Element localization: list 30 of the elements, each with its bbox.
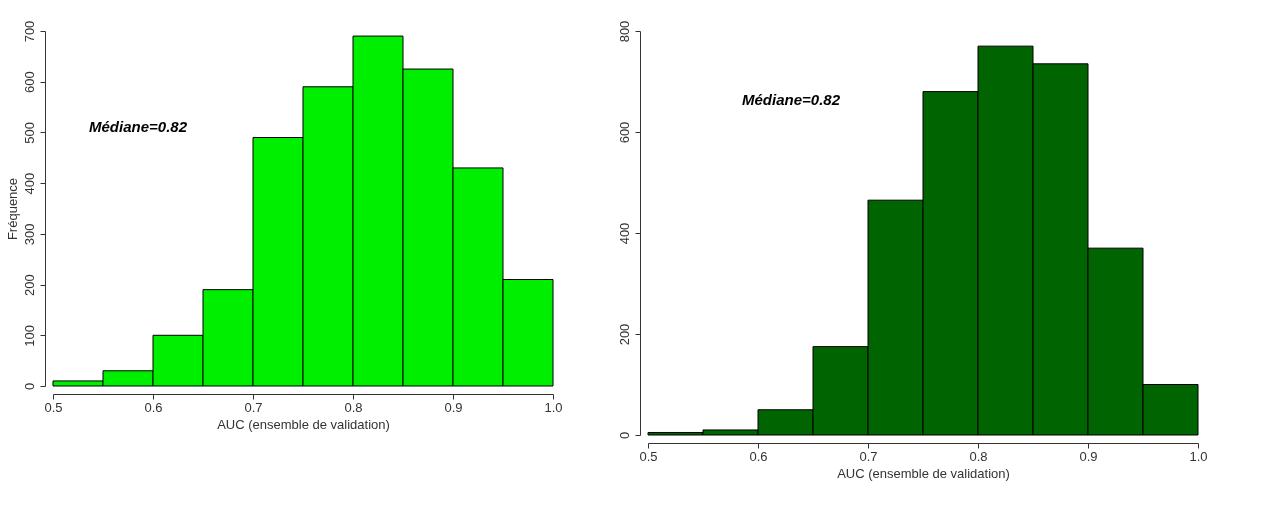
x-tick-label: 0.8: [969, 448, 988, 464]
y-tick-label: 700: [21, 20, 37, 43]
y-tick-label: 0: [21, 382, 37, 391]
x-tick-label: 0.7: [859, 448, 878, 464]
y-axis-title: Fréquence: [4, 177, 20, 241]
x-tick-label: 1.0: [544, 399, 563, 415]
x-tick-label: 1.0: [1189, 448, 1208, 464]
x-tick-label: 0.8: [344, 399, 363, 415]
x-tick-label: 0.9: [444, 399, 463, 415]
x-tick-label: 0.6: [144, 399, 163, 415]
annotation: Médiane=0.82: [89, 117, 188, 135]
y-tick-label: 600: [616, 121, 632, 144]
y-tick-label: 400: [616, 222, 632, 245]
x-tick-label: 0.5: [639, 448, 658, 464]
y-tick-label: 400: [21, 172, 37, 195]
x-tick-label: 0.5: [44, 399, 63, 415]
x-axis-title: AUC (ensemble de validation): [217, 416, 390, 432]
x-tick-label: 0.6: [749, 448, 768, 464]
annotation: Médiane=0.82: [742, 90, 841, 108]
y-tick-label: 600: [21, 71, 37, 94]
y-tick-label: 800: [616, 20, 632, 43]
x-axis-title: AUC (ensemble de validation): [837, 465, 1010, 481]
x-tick-label: 0.9: [1079, 448, 1098, 464]
x-tick-label: 0.7: [244, 399, 263, 415]
y-tick-label: 100: [21, 324, 37, 347]
y-tick-label: 300: [21, 223, 37, 246]
y-tick-label: 500: [21, 122, 37, 144]
y-tick-label: 200: [21, 274, 37, 296]
y-tick-label: 200: [616, 323, 632, 346]
y-tick-label: 0: [616, 431, 632, 440]
